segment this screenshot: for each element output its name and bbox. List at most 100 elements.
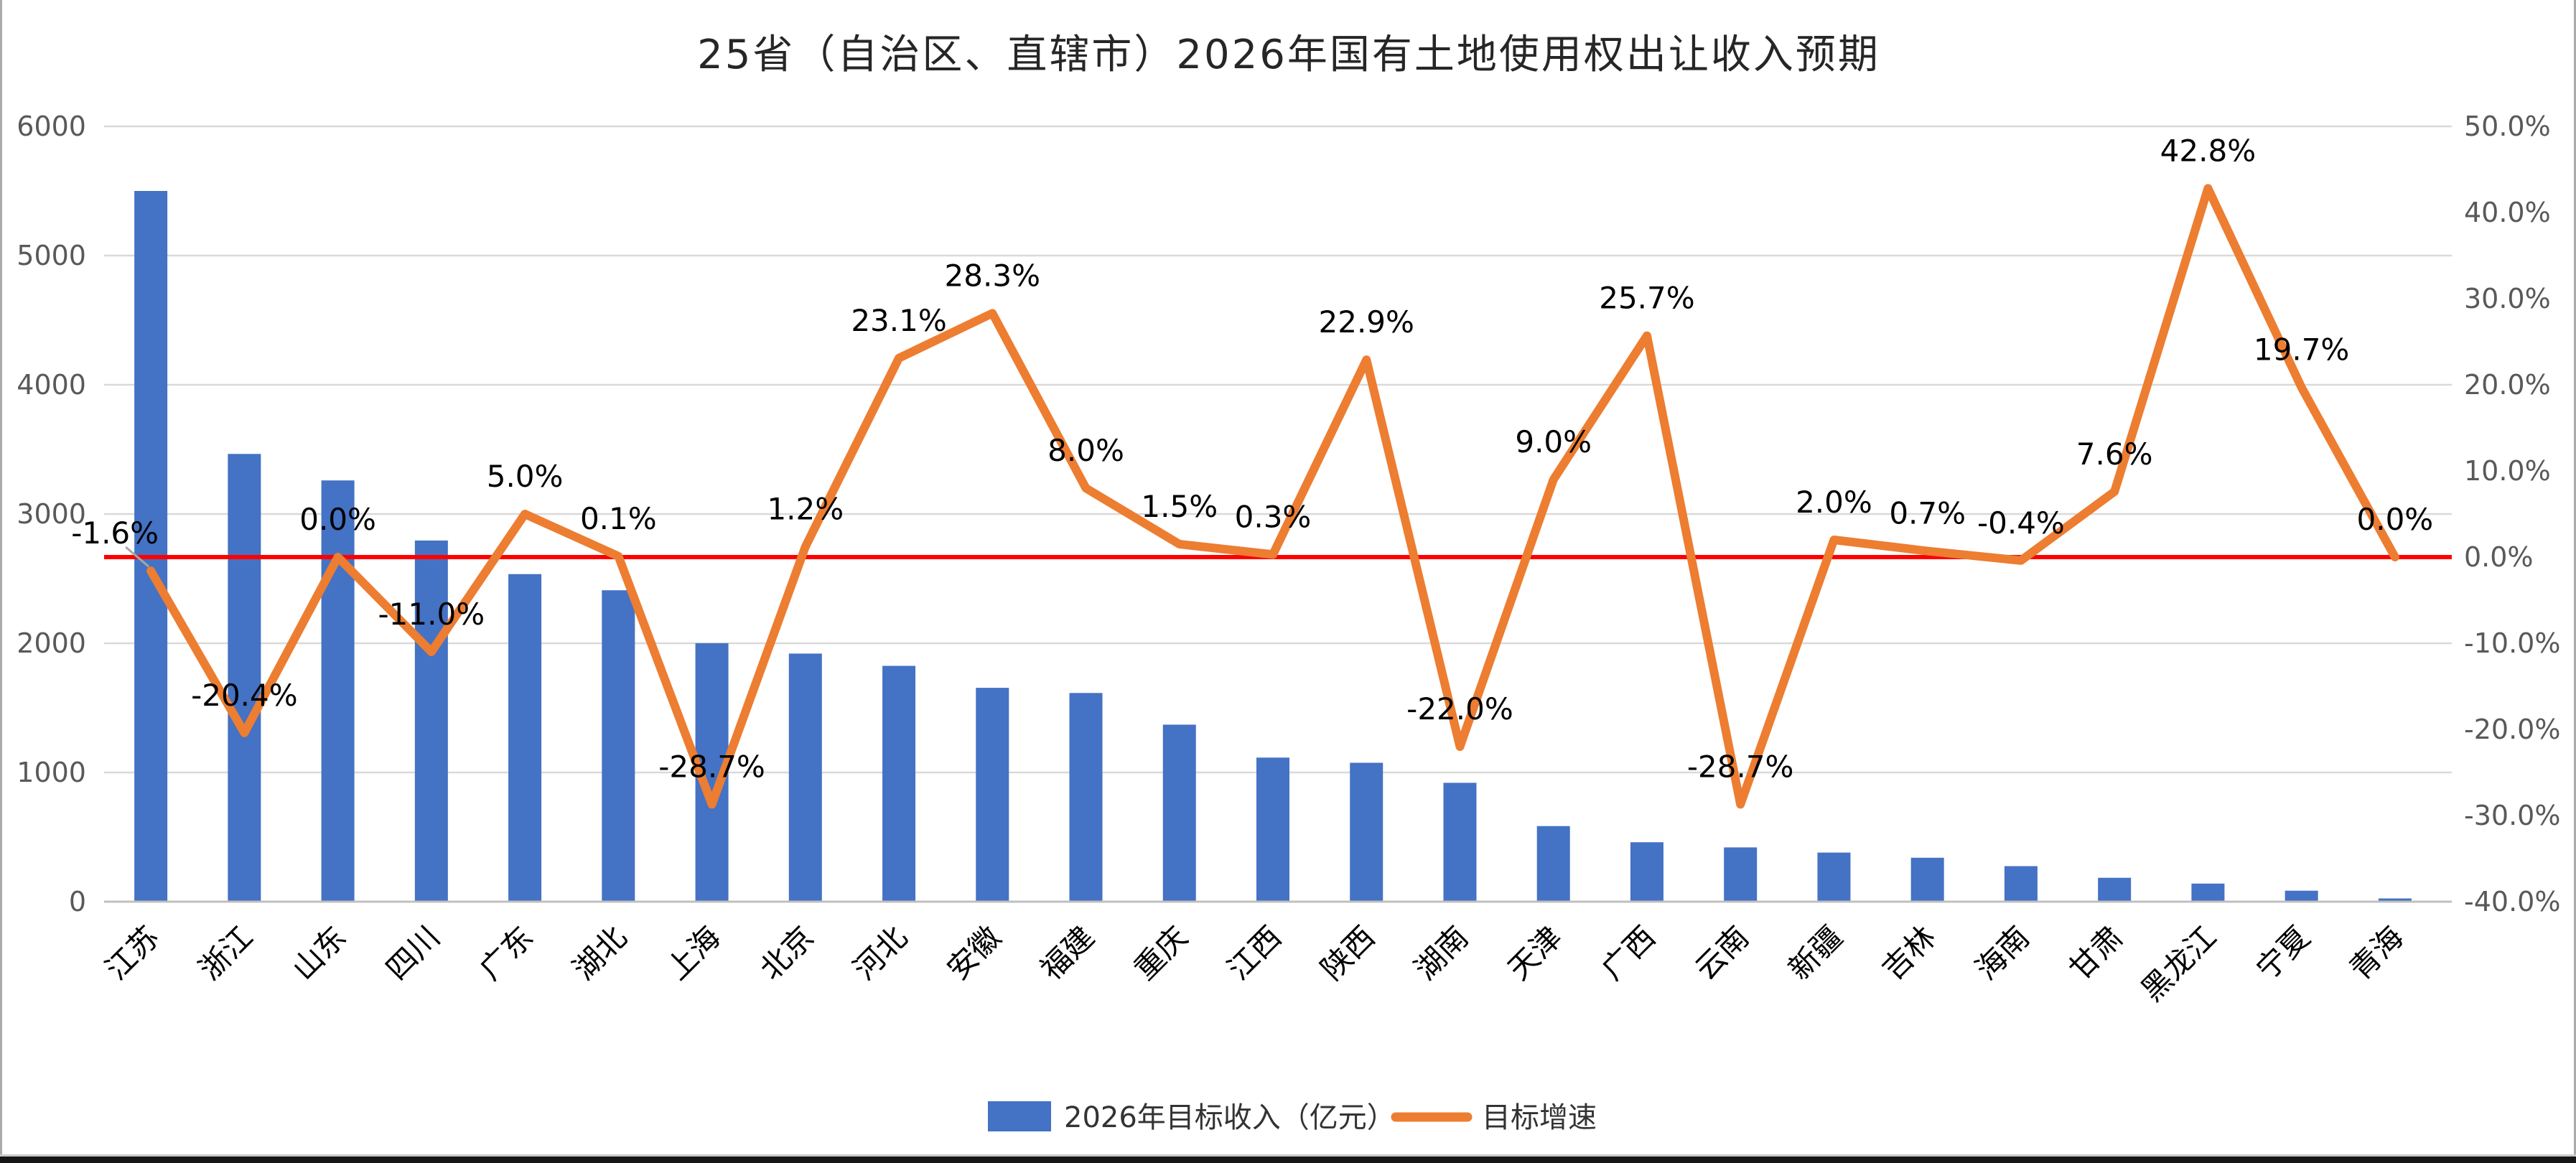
revenue-bar-四川: [414, 540, 448, 902]
right-axis-tick-label: -20.0%: [2464, 714, 2560, 745]
left-axis-tick-label: 3000: [17, 498, 86, 530]
category-label-上海: 上海: [660, 919, 727, 986]
data-label-湖北: 0.1%: [580, 501, 657, 536]
revenue-bar-湖北: [602, 590, 635, 902]
data-label-北京: 1.2%: [767, 492, 844, 527]
right-axis-tick-label: 20.0%: [2464, 369, 2551, 401]
right-axis-tick-label: -30.0%: [2464, 800, 2560, 831]
data-label-浙江: -20.4%: [191, 678, 298, 713]
category-label-浙江: 浙江: [192, 919, 259, 986]
right-axis-tick-label: -10.0%: [2464, 627, 2560, 659]
right-axis-tick-label: 40.0%: [2464, 197, 2551, 228]
category-label-安徽: 安徽: [940, 919, 1007, 986]
window-left-border: [0, 0, 2, 1163]
left-axis-tick-label: 1000: [17, 757, 86, 788]
data-label-上海: -28.7%: [658, 749, 765, 784]
left-axis-tick-label: 6000: [17, 111, 86, 142]
category-label-四川: 四川: [379, 919, 447, 986]
revenue-bar-宁夏: [2285, 890, 2318, 902]
category-label-黑龙江: 黑龙江: [2134, 919, 2223, 1008]
data-label-广东: 5.0%: [487, 459, 564, 494]
revenue-bar-山东: [321, 480, 355, 902]
category-label-海南: 海南: [1969, 919, 2036, 986]
left-axis-tick-label: 0: [69, 886, 86, 917]
category-label-宁夏: 宁夏: [2249, 919, 2317, 986]
window-bottom-bar: [0, 1157, 2576, 1163]
revenue-bar-广东: [508, 574, 542, 902]
revenue-bar-安徽: [976, 688, 1009, 902]
left-axis-tick-label: 2000: [17, 627, 86, 659]
data-label-湖南: -22.0%: [1406, 691, 1513, 727]
category-label-山东: 山东: [286, 919, 353, 986]
data-label-河北: 23.1%: [851, 303, 946, 338]
revenue-bar-天津: [1536, 826, 1570, 902]
left-axis-tick-label: 4000: [17, 369, 86, 401]
data-label-安徽: 28.3%: [945, 258, 1040, 293]
category-label-广东: 广东: [472, 919, 540, 986]
data-label-新疆: 2.0%: [1796, 485, 1872, 520]
category-label-福建: 福建: [1034, 919, 1101, 986]
data-label-天津: 9.0%: [1515, 424, 1592, 459]
data-label-吉林: 0.7%: [1889, 496, 1966, 531]
category-label-陕西: 陕西: [1314, 919, 1381, 986]
data-label-海南: -0.4%: [1977, 505, 2065, 541]
category-label-湖南: 湖南: [1407, 919, 1475, 986]
revenue-bar-陕西: [1350, 762, 1383, 902]
revenue-bar-河北: [882, 665, 916, 902]
revenue-bar-吉林: [1910, 857, 1944, 902]
revenue-bar-福建: [1069, 693, 1103, 902]
revenue-bar-青海: [2378, 898, 2412, 902]
right-axis-tick-label: 50.0%: [2464, 111, 2551, 142]
data-label-重庆: 1.5%: [1141, 489, 1218, 524]
chart-title: 25省（自治区、直辖市）2026年国有土地使用权出让收入预期: [697, 32, 1880, 78]
left-axis-tick-label: 5000: [17, 240, 86, 271]
data-label-黑龙江: 42.8%: [2160, 133, 2256, 168]
data-label-江苏: -1.6%: [71, 515, 159, 551]
right-axis-tick-label: 10.0%: [2464, 455, 2551, 487]
legend-bar-label: 2026年目标收入（亿元）: [1064, 1101, 1396, 1134]
right-axis-tick-label: 30.0%: [2464, 283, 2551, 314]
data-label-宁夏: 19.7%: [2254, 332, 2349, 368]
category-label-河北: 河北: [846, 919, 914, 986]
growth-line: [146, 184, 2399, 809]
data-label-广西: 25.7%: [1599, 281, 1694, 316]
revenue-bar-新疆: [1817, 852, 1851, 902]
category-label-江西: 江西: [1221, 919, 1288, 986]
data-label-甘肃: 7.6%: [2076, 436, 2153, 472]
revenue-bar-江西: [1256, 757, 1289, 902]
category-label-重庆: 重庆: [1127, 919, 1195, 986]
category-label-青海: 青海: [2343, 919, 2410, 986]
category-label-广西: 广西: [1595, 919, 1662, 986]
data-label-福建: 8.0%: [1047, 433, 1124, 468]
revenue-bar-黑龙江: [2191, 883, 2225, 902]
data-label-山东: 0.0%: [299, 502, 376, 537]
category-label-江苏: 江苏: [98, 919, 166, 986]
data-label-陕西: 22.9%: [1319, 304, 1414, 340]
label-leader-line: [125, 546, 150, 568]
category-label-甘肃: 甘肃: [2062, 919, 2129, 986]
legend-bar-swatch: [988, 1101, 1051, 1131]
data-label-青海: 0.0%: [2357, 502, 2434, 537]
revenue-bar-甘肃: [2098, 877, 2132, 902]
data-label-江西: 0.3%: [1235, 499, 1312, 534]
revenue-bar-北京: [788, 653, 822, 902]
category-label-天津: 天津: [1501, 919, 1569, 986]
revenue-bar-海南: [2004, 866, 2038, 902]
revenue-bar-云南: [1724, 847, 1758, 902]
revenue-bar-浙江: [228, 454, 261, 902]
category-label-湖北: 湖北: [566, 919, 633, 986]
window-right-border: [2574, 0, 2576, 1163]
window-bottom-divider: [0, 1154, 2576, 1157]
category-label-新疆: 新疆: [1781, 919, 1849, 986]
legend-line-label: 目标增速: [1482, 1101, 1597, 1134]
right-axis-tick-label: 0.0%: [2464, 541, 2534, 573]
revenue-bar-重庆: [1162, 724, 1196, 902]
data-label-云南: -28.7%: [1687, 749, 1794, 784]
category-label-云南: 云南: [1688, 919, 1755, 986]
revenue-bar-广西: [1630, 842, 1663, 902]
right-axis-tick-label: -40.0%: [2464, 886, 2560, 917]
category-label-吉林: 吉林: [1875, 919, 1943, 986]
data-label-四川: -11.0%: [378, 597, 485, 632]
